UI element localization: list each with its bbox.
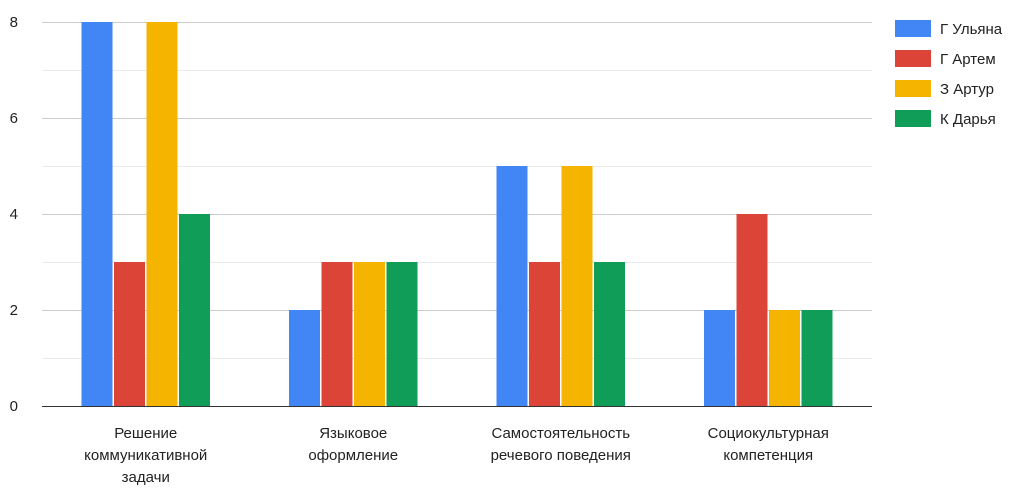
bar — [386, 262, 418, 406]
y-tick-label: 2 — [10, 302, 18, 319]
legend-label: З Артур — [940, 81, 994, 98]
bar — [321, 262, 353, 406]
bar — [146, 22, 178, 406]
x-axis-category-labels: Решение коммуникативной задачи Языковое офор… — [84, 425, 829, 486]
legend-label: Г Ульяна — [940, 21, 1003, 38]
bar — [354, 262, 385, 406]
bar — [289, 310, 320, 406]
bars — [81, 22, 833, 406]
bar — [704, 310, 735, 406]
y-tick-label: 4 — [10, 206, 18, 223]
legend-swatch — [895, 110, 931, 127]
bar — [529, 262, 560, 406]
bar — [114, 262, 145, 406]
bar — [496, 166, 528, 406]
bar — [594, 262, 625, 406]
bar — [81, 22, 113, 406]
bar — [179, 214, 210, 406]
x-tick-label: Языковое оформление — [308, 425, 398, 464]
bar — [801, 310, 833, 406]
legend: Г Ульяна Г Артем З Артур К Дарья — [895, 20, 1003, 128]
x-tick-label: Решение коммуникативной задачи — [84, 425, 207, 486]
y-tick-label: 0 — [10, 398, 18, 415]
legend-swatch — [895, 20, 931, 37]
bar — [736, 214, 768, 406]
bar — [769, 310, 800, 406]
x-tick-label: Самостоятельность речевого поведения — [491, 425, 631, 464]
legend-label: К Дарья — [940, 111, 996, 128]
y-tick-label: 8 — [10, 14, 18, 31]
bar — [561, 166, 593, 406]
legend-swatch — [895, 50, 931, 67]
y-tick-label: 6 — [10, 110, 18, 127]
legend-label: Г Артем — [940, 51, 996, 68]
y-axis-ticks: 0 2 4 6 8 — [10, 14, 18, 415]
legend-swatch — [895, 80, 931, 97]
x-tick-label: Социокультурная компетенция — [708, 425, 829, 464]
